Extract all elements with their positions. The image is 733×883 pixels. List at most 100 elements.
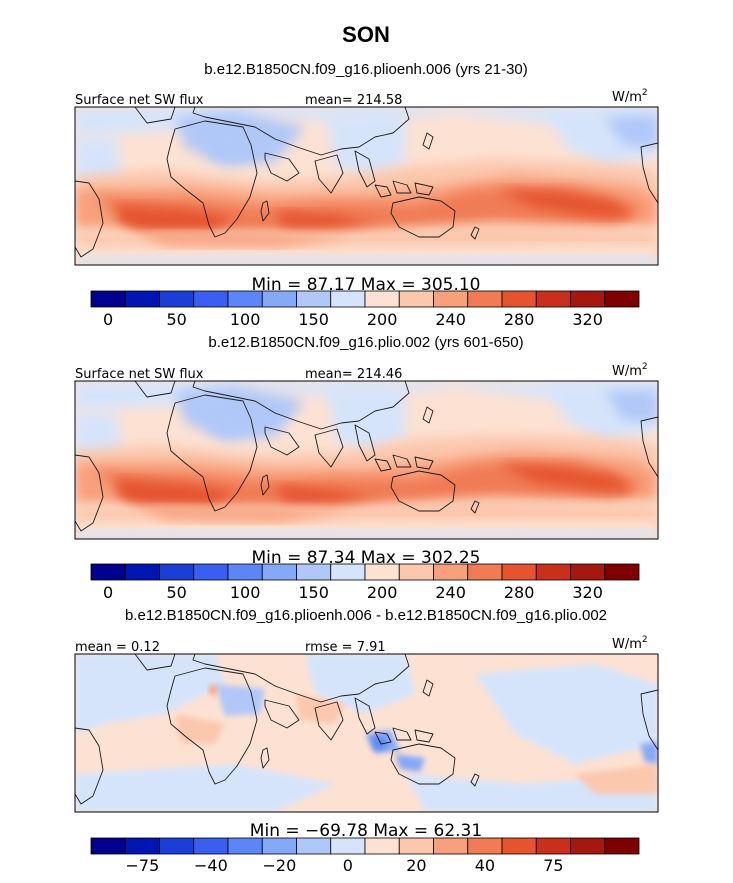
colorbar-box <box>398 563 434 581</box>
panel-1-minmax: Min = 87.17 Max = 305.10 <box>252 275 481 295</box>
coastline <box>470 773 480 787</box>
colorbar-box <box>296 290 332 308</box>
units-exponent: 2 <box>642 88 648 98</box>
colorbar-tick-label: 320 <box>572 583 603 602</box>
field-contour <box>575 764 658 794</box>
colorbar-box <box>535 563 571 581</box>
panel-2-minmax: Min = 87.34 Max = 302.25 <box>252 548 481 568</box>
field-contour <box>135 506 355 523</box>
colorbar-box <box>433 563 469 581</box>
colorbar-box <box>296 837 332 855</box>
colorbar-box <box>193 837 229 855</box>
colorbar-box <box>124 563 160 581</box>
coastline <box>414 182 434 196</box>
panel-2-field-label: Surface net SW flux <box>75 367 204 382</box>
coastline <box>192 381 410 430</box>
field-contour <box>215 684 265 716</box>
field-contour <box>495 463 635 493</box>
colorbar-box <box>535 837 571 855</box>
coastline <box>260 474 270 496</box>
coastline <box>260 200 270 222</box>
field-contour <box>75 764 335 812</box>
colorbar-tick-label: 100 <box>230 583 261 602</box>
units-text: W/m <box>612 90 642 105</box>
colorbar-box <box>90 837 126 855</box>
panel-3-title: b.e12.B1850CN.f09_g16.plioenh.006 - b.e1… <box>125 607 607 624</box>
colorbar-box <box>364 837 400 855</box>
coastline <box>75 180 104 258</box>
panel-1-mean-label: mean= 214.58 <box>305 93 402 108</box>
colorbar-box <box>501 563 537 581</box>
field-contour <box>495 189 635 217</box>
colorbar-tick-label: 320 <box>572 310 603 329</box>
colorbar-box <box>604 563 640 581</box>
coastline <box>422 406 434 424</box>
coastline <box>422 132 434 150</box>
colorbar-tick-label: 150 <box>298 310 329 329</box>
panel-2-map <box>75 381 658 539</box>
colorbar-box <box>159 290 195 308</box>
coastline <box>134 654 176 671</box>
field-contour <box>395 754 425 772</box>
colorbar-tick-label: −20 <box>262 856 296 875</box>
panel-2-title: b.e12.B1850CN.f09_g16.plio.002 (yrs 601-… <box>208 334 523 351</box>
colorbar-tick-label: 200 <box>367 310 398 329</box>
colorbar-tick-label: 280 <box>504 583 535 602</box>
coastline <box>640 689 658 751</box>
panel-3-rmse-label: rmse = 7.91 <box>305 640 386 655</box>
panel-1-units: W/m2 <box>612 88 648 105</box>
season-title: SON <box>342 22 390 47</box>
colorbar-box <box>433 290 469 308</box>
colorbar-box <box>467 563 503 581</box>
field-contour <box>605 115 658 147</box>
field-contour <box>209 684 217 696</box>
coastline <box>392 454 412 468</box>
colorbar-box <box>398 290 434 308</box>
coastline <box>640 416 658 478</box>
coastline <box>354 697 376 735</box>
field-contour <box>640 742 658 764</box>
field-contour <box>275 211 375 231</box>
colorbar-tick-label: 240 <box>435 310 466 329</box>
coastline <box>414 456 434 470</box>
field-contour <box>115 205 235 233</box>
panel-2-units: W/m2 <box>612 362 648 379</box>
panel-2-colorbar: 0 50 100 150 200 240 280 320 <box>90 563 640 602</box>
field-contour <box>115 479 235 507</box>
colorbar-tick-label: 50 <box>166 583 186 602</box>
colorbar-box <box>364 563 400 581</box>
colorbar-tick-label: 100 <box>230 310 261 329</box>
colorbar-box <box>159 837 195 855</box>
colorbar-tick-label: 280 <box>504 310 535 329</box>
coastline <box>392 180 412 194</box>
panel-1-field-label: Surface net SW flux <box>75 93 204 108</box>
colorbar-tick-label: 0 <box>343 856 353 875</box>
panel-3-mean-label: mean = 0.12 <box>75 640 160 655</box>
field-contour <box>75 255 658 265</box>
colorbar-box <box>90 290 126 308</box>
coastline <box>134 381 176 398</box>
panel-1-frame <box>74 106 659 266</box>
colorbar-box <box>330 563 366 581</box>
coastline <box>354 424 376 462</box>
panel-3-colorbar: −75 −40 −20 0 20 40 75 <box>90 837 640 875</box>
colorbar-box <box>90 563 126 581</box>
field-contour <box>175 714 225 744</box>
colorbar-tick-label: −75 <box>125 856 159 875</box>
colorbar-tick-label: 200 <box>367 583 398 602</box>
colorbar-tick-label: 40 <box>475 856 495 875</box>
colorbar-box <box>398 837 434 855</box>
colorbar-box <box>193 290 229 308</box>
coastline <box>374 458 392 472</box>
coastline <box>374 731 392 745</box>
coastline <box>414 729 434 743</box>
colorbar-box <box>124 290 160 308</box>
colorbar-box <box>193 563 229 581</box>
colorbar-box <box>604 290 640 308</box>
coastline <box>264 699 300 729</box>
colorbar-box <box>467 837 503 855</box>
colorbar-box <box>467 290 503 308</box>
coastline <box>314 154 344 194</box>
field-contour <box>475 664 658 764</box>
